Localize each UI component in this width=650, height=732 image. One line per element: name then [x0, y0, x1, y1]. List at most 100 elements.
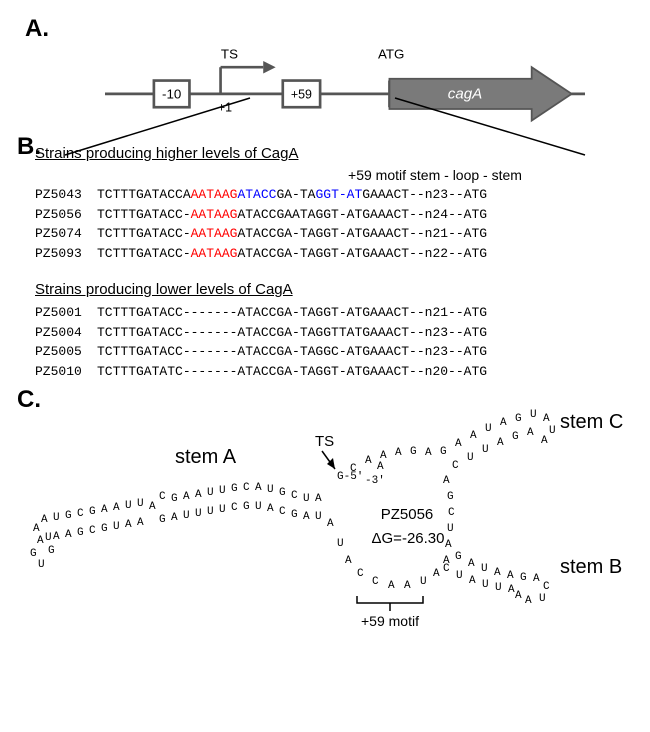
header-high: Strains producing higher levels of CagA [35, 145, 635, 162]
svg-text:A: A [470, 430, 477, 442]
svg-text:C: C [291, 490, 298, 502]
svg-text:A: A [41, 514, 48, 526]
svg-text:A: A [267, 503, 274, 515]
svg-text:A: A [541, 435, 548, 447]
svg-text:C: C [77, 508, 84, 520]
svg-text:C: C [279, 506, 286, 518]
svg-text:U: U [183, 510, 190, 522]
svg-text:G: G [291, 509, 298, 521]
svg-text:C: C [243, 482, 250, 494]
svg-text:-3': -3' [365, 475, 385, 487]
svg-text:U: U [315, 511, 322, 523]
svg-text:G: G [447, 491, 454, 503]
svg-text:G: G [77, 527, 84, 539]
svg-text:U: U [207, 506, 214, 518]
svg-text:U: U [467, 452, 474, 464]
panel-a-label: A. [25, 15, 49, 43]
svg-text:U: U [549, 425, 556, 437]
svg-text:TS: TS [221, 46, 238, 61]
svg-text:U: U [195, 508, 202, 520]
svg-text:G: G [243, 501, 250, 513]
svg-text:C: C [372, 576, 379, 588]
svg-text:A: A [171, 512, 178, 524]
svg-text:+59 motif: +59 motif [361, 613, 419, 629]
svg-text:G: G [159, 514, 166, 526]
svg-text:G: G [520, 572, 527, 584]
seq-row: PZ5093TCTTTGATACC-AATAAGATACCGA-TAGGT-AT… [35, 244, 635, 264]
svg-text:U: U [137, 498, 144, 510]
svg-text:G: G [65, 510, 72, 522]
panel-a: A. -10 TS +1 +59 ATG cagA [25, 15, 635, 135]
panel-b-label: B. [17, 133, 41, 161]
svg-text:G: G [455, 551, 462, 563]
svg-text:C: C [159, 491, 166, 503]
svg-text:A: A [395, 447, 402, 459]
svg-text:A: A [543, 413, 550, 425]
svg-text:PZ5056: PZ5056 [381, 506, 434, 523]
svg-text:U: U [53, 512, 60, 524]
svg-text:U: U [420, 576, 427, 588]
svg-text:A: A [345, 555, 352, 567]
svg-text:-10: -10 [162, 86, 181, 101]
svg-text:G: G [48, 545, 55, 557]
svg-text:A: A [113, 502, 120, 514]
svg-text:U: U [337, 538, 344, 550]
seq-row: PZ5005TCTTTGATACC-------ATACCGA-TAGGC-AT… [35, 342, 635, 362]
svg-text:U: U [38, 559, 45, 571]
svg-text:ΔG=-26.30: ΔG=-26.30 [372, 530, 445, 547]
seq-row: PZ5043TCTTTGATACCAAATAAGATACCGA-TAGGT-AT… [35, 185, 635, 205]
svg-text:A: A [500, 417, 507, 429]
svg-text:U: U [113, 521, 120, 533]
svg-text:A: A [37, 535, 44, 547]
svg-text:TS: TS [315, 433, 334, 450]
seq-row: PZ5074TCTTTGATACC-AATAAGATACCGA-TAGGT-AT… [35, 224, 635, 244]
header-low: Strains producing lower levels of CagA [35, 281, 635, 298]
high-strains-block: PZ5043TCTTTGATACCAAATAAGATACCGA-TAGGT-AT… [35, 185, 635, 263]
svg-text:A: A [65, 529, 72, 541]
svg-text:A: A [137, 517, 144, 529]
svg-text:A: A [327, 518, 334, 530]
svg-text:A: A [380, 450, 387, 462]
svg-text:A: A [455, 438, 462, 450]
svg-text:U: U [303, 493, 310, 505]
svg-text:A: A [433, 568, 440, 580]
svg-text:A: A [101, 504, 108, 516]
svg-text:C: C [89, 525, 96, 537]
svg-text:C: C [231, 502, 238, 514]
seq-row: PZ5056TCTTTGATACC-AATAAGATACCGAATAGGT-AT… [35, 205, 635, 225]
svg-text:A: A [425, 447, 432, 459]
seq-row: PZ5004TCTTTGATACC-------ATACCGA-TAGGTTAT… [35, 323, 635, 343]
svg-text:C: C [357, 568, 364, 580]
svg-text:G: G [89, 506, 96, 518]
svg-text:U: U [539, 593, 546, 605]
svg-text:A: A [53, 531, 60, 543]
svg-text:A: A [377, 461, 384, 473]
svg-text:cagA: cagA [448, 85, 482, 102]
panel-c: C. stem A stem B stem C TS G-5' A -3' AU… [15, 391, 635, 651]
svg-text:A: A [527, 427, 534, 439]
svg-text:A: A [494, 567, 501, 579]
svg-text:U: U [482, 579, 489, 591]
svg-text:A: A [365, 455, 372, 467]
seq-row: PZ5001TCTTTGATACC-------ATACCGA-TAGGT-AT… [35, 303, 635, 323]
svg-text:G: G [515, 413, 522, 425]
svg-text:A: A [533, 573, 540, 585]
svg-text:U: U [481, 563, 488, 575]
svg-text:A: A [515, 590, 522, 602]
motif-header: +59 motif stem - loop - stem [235, 167, 635, 183]
svg-text:A: A [255, 482, 262, 494]
svg-text:G: G [231, 483, 238, 495]
svg-text:G: G [440, 446, 447, 458]
panel-b: B. Strains producing higher levels of Ca… [35, 145, 635, 381]
svg-text:A: A [525, 595, 532, 607]
svg-text:A: A [195, 489, 202, 501]
svg-text:U: U [485, 423, 492, 435]
svg-text:C: C [543, 581, 550, 593]
svg-text:U: U [495, 582, 502, 594]
svg-text:C: C [448, 507, 455, 519]
svg-text:G: G [279, 487, 286, 499]
svg-text:U: U [219, 504, 226, 516]
svg-text:G: G [30, 548, 37, 560]
svg-text:A: A [508, 584, 515, 596]
svg-text:A: A [183, 491, 190, 503]
